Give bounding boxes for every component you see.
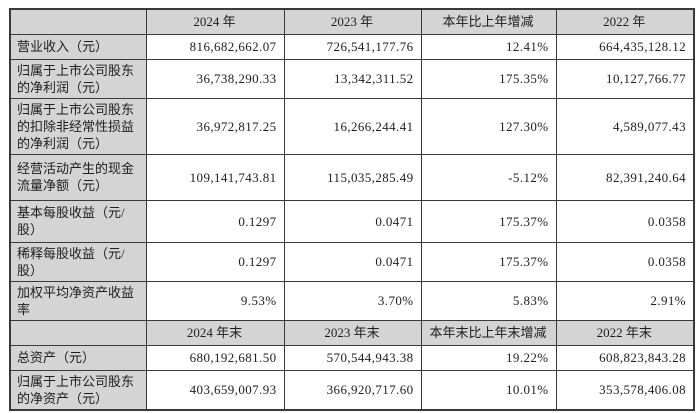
value-change: 12.41% (420, 33, 557, 60)
value-2022: 2.91% (555, 280, 695, 321)
table-row-net-profit: 归属于上市公司股东的净利润（元） 36,738,290.33 13,342,31… (9, 58, 695, 99)
table-row-net-profit-excl-nonrecurring: 归属于上市公司股东的扣除非经常性损益的净利润（元） 36,972,817.25 … (9, 97, 695, 155)
value-change: 175.35% (420, 58, 557, 99)
value-2024: 403,659,007.93 (145, 369, 285, 410)
value-2023: 16,266,244.41 (283, 97, 422, 155)
value-2023: 13,342,311.52 (283, 58, 422, 99)
header-2024: 2024 年 (145, 8, 285, 35)
header-2024-end: 2024 年末 (145, 319, 285, 346)
value-2024: 9.53% (145, 280, 285, 321)
value-2024: 680,192,681.50 (145, 344, 285, 371)
period-header-row: 2024 年 2023 年 本年比上年增减 2022 年 (9, 8, 695, 35)
metric-label: 归属于上市公司股东的扣除非经常性损益的净利润（元） (9, 97, 147, 155)
value-2022: 608,823,843.28 (555, 344, 695, 371)
value-2022: 0.0358 (555, 241, 695, 282)
value-2024: 109,141,743.81 (145, 153, 285, 201)
table-row-net-assets: 归属于上市公司股东的净资产（元） 403,659,007.93 366,920,… (9, 369, 695, 410)
period-end-header-row: 2024 年末 2023 年末 本年末比上年末增减 2022 年末 (9, 319, 695, 346)
value-2022: 82,391,240.64 (555, 153, 695, 201)
header-empty-cell (9, 8, 147, 35)
value-2024: 36,972,817.25 (145, 97, 285, 155)
table-row-operating-cash-flow: 经营活动产生的现金流量净额（元） 109,141,743.81 115,035,… (9, 153, 695, 201)
value-2024: 0.1297 (145, 241, 285, 282)
metric-label: 归属于上市公司股东的净利润（元） (9, 58, 147, 99)
header-2022: 2022 年 (555, 8, 695, 35)
table-row-weighted-avg-roe: 加权平均净资产收益率 9.53% 3.70% 5.83% 2.91% (9, 280, 695, 321)
metric-label: 营业收入（元） (9, 33, 147, 60)
value-2024: 816,682,662.07 (145, 33, 285, 60)
value-change: 10.01% (420, 369, 557, 410)
table-row-revenue: 营业收入（元） 816,682,662.07 726,541,177.76 12… (9, 33, 695, 60)
value-2023: 570,544,943.38 (283, 344, 422, 371)
metric-label: 加权平均净资产收益率 (9, 280, 147, 321)
value-change: 175.37% (420, 199, 557, 243)
header-2022-end: 2022 年末 (555, 319, 695, 346)
value-2022: 353,578,406.08 (555, 369, 695, 410)
metric-label: 归属于上市公司股东的净资产（元） (9, 369, 147, 410)
value-2023: 366,920,717.60 (283, 369, 422, 410)
metric-label: 经营活动产生的现金流量净额（元） (9, 153, 147, 201)
metric-label: 总资产（元） (9, 344, 147, 371)
value-2023: 0.0471 (283, 241, 422, 282)
table-row-total-assets: 总资产（元） 680,192,681.50 570,544,943.38 19.… (9, 344, 695, 371)
metric-label: 基本每股收益（元/股） (9, 199, 147, 243)
value-2023: 0.0471 (283, 199, 422, 243)
table-row-diluted-eps: 稀释每股收益（元/股） 0.1297 0.0471 175.37% 0.0358 (9, 241, 695, 282)
value-2023: 115,035,285.49 (283, 153, 422, 201)
value-change: 175.37% (420, 241, 557, 282)
header-end-yoy-change: 本年末比上年末增减 (420, 319, 557, 346)
value-2024: 0.1297 (145, 199, 285, 243)
header-2023-end: 2023 年末 (283, 319, 422, 346)
value-2023: 726,541,177.76 (283, 33, 422, 60)
header-2023: 2023 年 (283, 8, 422, 35)
value-2022: 0.0358 (555, 199, 695, 243)
metric-label: 稀释每股收益（元/股） (9, 241, 147, 282)
value-change: 127.30% (420, 97, 557, 155)
value-2024: 36,738,290.33 (145, 58, 285, 99)
value-2022: 4,589,077.43 (555, 97, 695, 155)
value-2022: 10,127,766.77 (555, 58, 695, 99)
value-2022: 664,435,128.12 (555, 33, 695, 60)
header-yoy-change: 本年比上年增减 (420, 8, 557, 35)
table-row-basic-eps: 基本每股收益（元/股） 0.1297 0.0471 175.37% 0.0358 (9, 199, 695, 243)
value-change: -5.12% (420, 153, 557, 201)
header-empty-cell (9, 319, 147, 346)
value-2023: 3.70% (283, 280, 422, 321)
financial-summary-table: 2024 年 2023 年 本年比上年增减 2022 年 营业收入（元） 816… (9, 8, 695, 411)
value-change: 19.22% (420, 344, 557, 371)
value-change: 5.83% (420, 280, 557, 321)
